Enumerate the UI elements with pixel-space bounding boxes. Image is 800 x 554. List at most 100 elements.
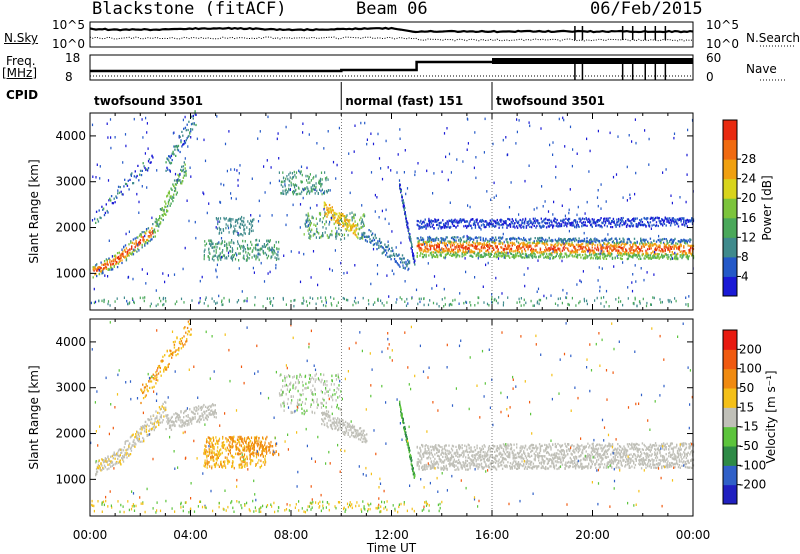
data-pixel bbox=[534, 253, 536, 256]
data-pixel bbox=[337, 301, 339, 304]
data-pixel bbox=[530, 221, 532, 224]
data-pixel bbox=[225, 223, 227, 226]
data-pixel bbox=[174, 340, 176, 343]
data-pixel bbox=[659, 221, 661, 224]
data-pixel bbox=[110, 455, 112, 458]
data-pixel bbox=[444, 249, 447, 252]
data-pixel bbox=[102, 208, 104, 211]
data-pixel bbox=[158, 412, 161, 415]
data-pixel bbox=[100, 462, 102, 465]
data-pixel bbox=[638, 253, 640, 257]
data-pixel bbox=[511, 244, 513, 247]
data-pixel bbox=[469, 224, 471, 227]
data-pixel bbox=[190, 422, 193, 425]
data-pixel bbox=[250, 223, 252, 226]
data-pixel bbox=[292, 192, 294, 196]
data-pixel bbox=[518, 250, 520, 254]
data-pixel bbox=[335, 220, 337, 223]
data-pixel bbox=[479, 248, 481, 251]
data-pixel bbox=[581, 239, 583, 242]
data-pixel bbox=[277, 254, 279, 257]
data-pixel bbox=[342, 225, 344, 228]
data-pixel bbox=[444, 303, 446, 306]
data-pixel bbox=[160, 407, 162, 410]
data-pixel bbox=[308, 218, 310, 222]
data-pixel bbox=[643, 240, 645, 243]
data-pixel bbox=[527, 246, 529, 249]
data-pixel bbox=[142, 427, 144, 430]
data-pixel bbox=[176, 181, 178, 184]
data-pixel bbox=[492, 222, 494, 225]
data-pixel bbox=[589, 221, 591, 224]
data-pixel bbox=[102, 459, 105, 462]
data-pixel bbox=[596, 255, 598, 258]
data-pixel bbox=[452, 220, 454, 223]
data-pixel bbox=[334, 212, 336, 215]
data-pixel bbox=[447, 251, 449, 254]
data-pixel bbox=[212, 411, 214, 414]
data-pixel bbox=[222, 249, 224, 252]
data-pixel bbox=[607, 245, 609, 248]
data-pixel bbox=[491, 301, 494, 304]
data-pixel bbox=[128, 454, 130, 457]
data-pixel bbox=[551, 224, 553, 227]
data-pixel bbox=[383, 250, 385, 254]
data-pixel bbox=[157, 229, 159, 232]
data-pixel bbox=[186, 123, 188, 126]
data-pixel bbox=[284, 189, 286, 192]
data-pixel bbox=[554, 249, 557, 252]
data-pixel bbox=[597, 204, 599, 208]
data-pixel bbox=[213, 259, 215, 262]
data-pixel bbox=[177, 178, 179, 181]
data-pixel bbox=[159, 208, 162, 211]
data-pixel bbox=[602, 221, 604, 225]
data-pixel bbox=[537, 240, 539, 244]
data-pixel bbox=[688, 219, 690, 222]
data-pixel bbox=[191, 122, 194, 125]
data-pixel bbox=[210, 413, 212, 416]
data-pixel bbox=[325, 304, 327, 308]
data-pixel bbox=[490, 252, 492, 255]
data-pixel bbox=[129, 251, 131, 254]
data-pixel bbox=[110, 195, 113, 198]
data-pixel bbox=[556, 252, 558, 256]
data-pixel bbox=[102, 467, 105, 470]
data-pixel bbox=[265, 244, 268, 247]
data-pixel bbox=[213, 245, 215, 249]
data-pixel bbox=[135, 176, 137, 179]
data-pixel bbox=[502, 220, 505, 223]
data-pixel bbox=[560, 243, 562, 246]
data-pixel bbox=[568, 229, 570, 233]
data-pixel bbox=[325, 178, 327, 182]
data-pixel bbox=[259, 130, 261, 133]
data-pixel bbox=[179, 135, 181, 138]
data-pixel bbox=[582, 245, 585, 249]
data-pixel bbox=[101, 269, 103, 272]
data-pixel bbox=[647, 254, 650, 257]
data-pixel bbox=[399, 183, 401, 186]
data-pixel bbox=[613, 242, 615, 245]
data-pixel bbox=[548, 249, 550, 252]
data-pixel bbox=[608, 238, 610, 241]
data-pixel bbox=[566, 225, 568, 228]
data-pixel bbox=[133, 242, 135, 245]
data-pixel bbox=[378, 246, 380, 249]
data-pixel bbox=[224, 256, 226, 260]
data-pixel bbox=[660, 242, 662, 245]
data-pixel bbox=[570, 223, 572, 226]
data-pixel bbox=[662, 224, 664, 227]
data-pixel bbox=[597, 219, 600, 222]
data-pixel bbox=[546, 255, 549, 258]
data-pixel bbox=[483, 252, 485, 255]
data-pixel bbox=[298, 187, 300, 190]
data-pixel bbox=[166, 210, 169, 213]
data-pixel bbox=[669, 254, 672, 257]
data-pixel bbox=[137, 432, 140, 435]
data-pixel bbox=[339, 223, 341, 226]
data-pixel bbox=[141, 231, 143, 234]
data-pixel bbox=[347, 224, 349, 227]
data-pixel bbox=[445, 155, 447, 159]
data-pixel bbox=[654, 255, 656, 258]
data-pixel bbox=[601, 249, 603, 252]
data-pixel bbox=[429, 246, 432, 249]
